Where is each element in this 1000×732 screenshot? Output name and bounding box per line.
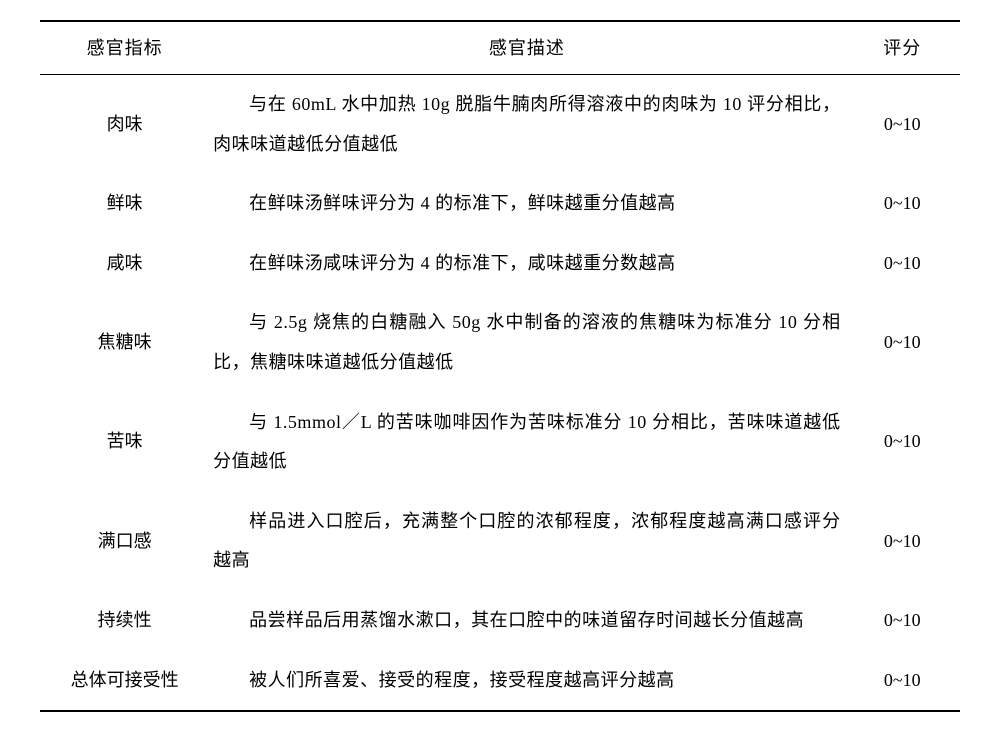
table-row: 苦味 与 1.5mmol／L 的苦味咖啡因作为苦味标准分 10 分相比，苦味味道… [40,393,960,492]
table-row: 咸味 在鲜味汤咸味评分为 4 的标准下，咸味越重分数越高 0~10 [40,234,960,294]
cell-description: 样品进入口腔后，充满整个口腔的浓郁程度，浓郁程度越高满口感评分越高 [213,502,840,581]
cell-description: 与在 60mL 水中加热 10g 脱脂牛腩肉所得溶液中的肉味为 10 评分相比，… [213,85,840,164]
cell-indicator: 总体可接受性 [40,651,209,712]
cell-score: 0~10 [845,174,960,234]
cell-description: 品尝样品后用蒸馏水漱口，其在口腔中的味道留存时间越长分值越高 [213,601,840,641]
cell-description: 与 2.5g 烧焦的白糖融入 50g 水中制备的溶液的焦糖味为标准分 10 分相… [213,303,840,382]
table-row: 满口感 样品进入口腔后，充满整个口腔的浓郁程度，浓郁程度越高满口感评分越高 0~… [40,492,960,591]
cell-description: 被人们所喜爱、接受的程度，接受程度越高评分越高 [213,661,840,701]
cell-score: 0~10 [845,75,960,175]
table-row: 总体可接受性 被人们所喜爱、接受的程度，接受程度越高评分越高 0~10 [40,651,960,712]
cell-indicator: 咸味 [40,234,209,294]
header-indicator: 感官指标 [40,21,209,75]
table-row: 焦糖味 与 2.5g 烧焦的白糖融入 50g 水中制备的溶液的焦糖味为标准分 1… [40,293,960,392]
header-score: 评分 [845,21,960,75]
header-description: 感官描述 [209,21,844,75]
cell-description: 在鲜味汤咸味评分为 4 的标准下，咸味越重分数越高 [213,244,840,284]
cell-indicator: 肉味 [40,75,209,175]
cell-indicator: 苦味 [40,393,209,492]
table-row: 持续性 品尝样品后用蒸馏水漱口，其在口腔中的味道留存时间越长分值越高 0~10 [40,591,960,651]
cell-indicator: 满口感 [40,492,209,591]
table-row: 肉味 与在 60mL 水中加热 10g 脱脂牛腩肉所得溶液中的肉味为 10 评分… [40,75,960,175]
cell-score: 0~10 [845,293,960,392]
cell-score: 0~10 [845,393,960,492]
cell-score: 0~10 [845,651,960,712]
cell-score: 0~10 [845,492,960,591]
cell-description: 与 1.5mmol／L 的苦味咖啡因作为苦味标准分 10 分相比，苦味味道越低分… [213,403,840,482]
sensory-evaluation-table: 感官指标 感官描述 评分 肉味 与在 60mL 水中加热 10g 脱脂牛腩肉所得… [40,20,960,712]
cell-description: 在鲜味汤鲜味评分为 4 的标准下，鲜味越重分值越高 [213,184,840,224]
table-header-row: 感官指标 感官描述 评分 [40,21,960,75]
cell-indicator: 持续性 [40,591,209,651]
cell-indicator: 焦糖味 [40,293,209,392]
table-row: 鲜味 在鲜味汤鲜味评分为 4 的标准下，鲜味越重分值越高 0~10 [40,174,960,234]
cell-indicator: 鲜味 [40,174,209,234]
cell-score: 0~10 [845,234,960,294]
cell-score: 0~10 [845,591,960,651]
